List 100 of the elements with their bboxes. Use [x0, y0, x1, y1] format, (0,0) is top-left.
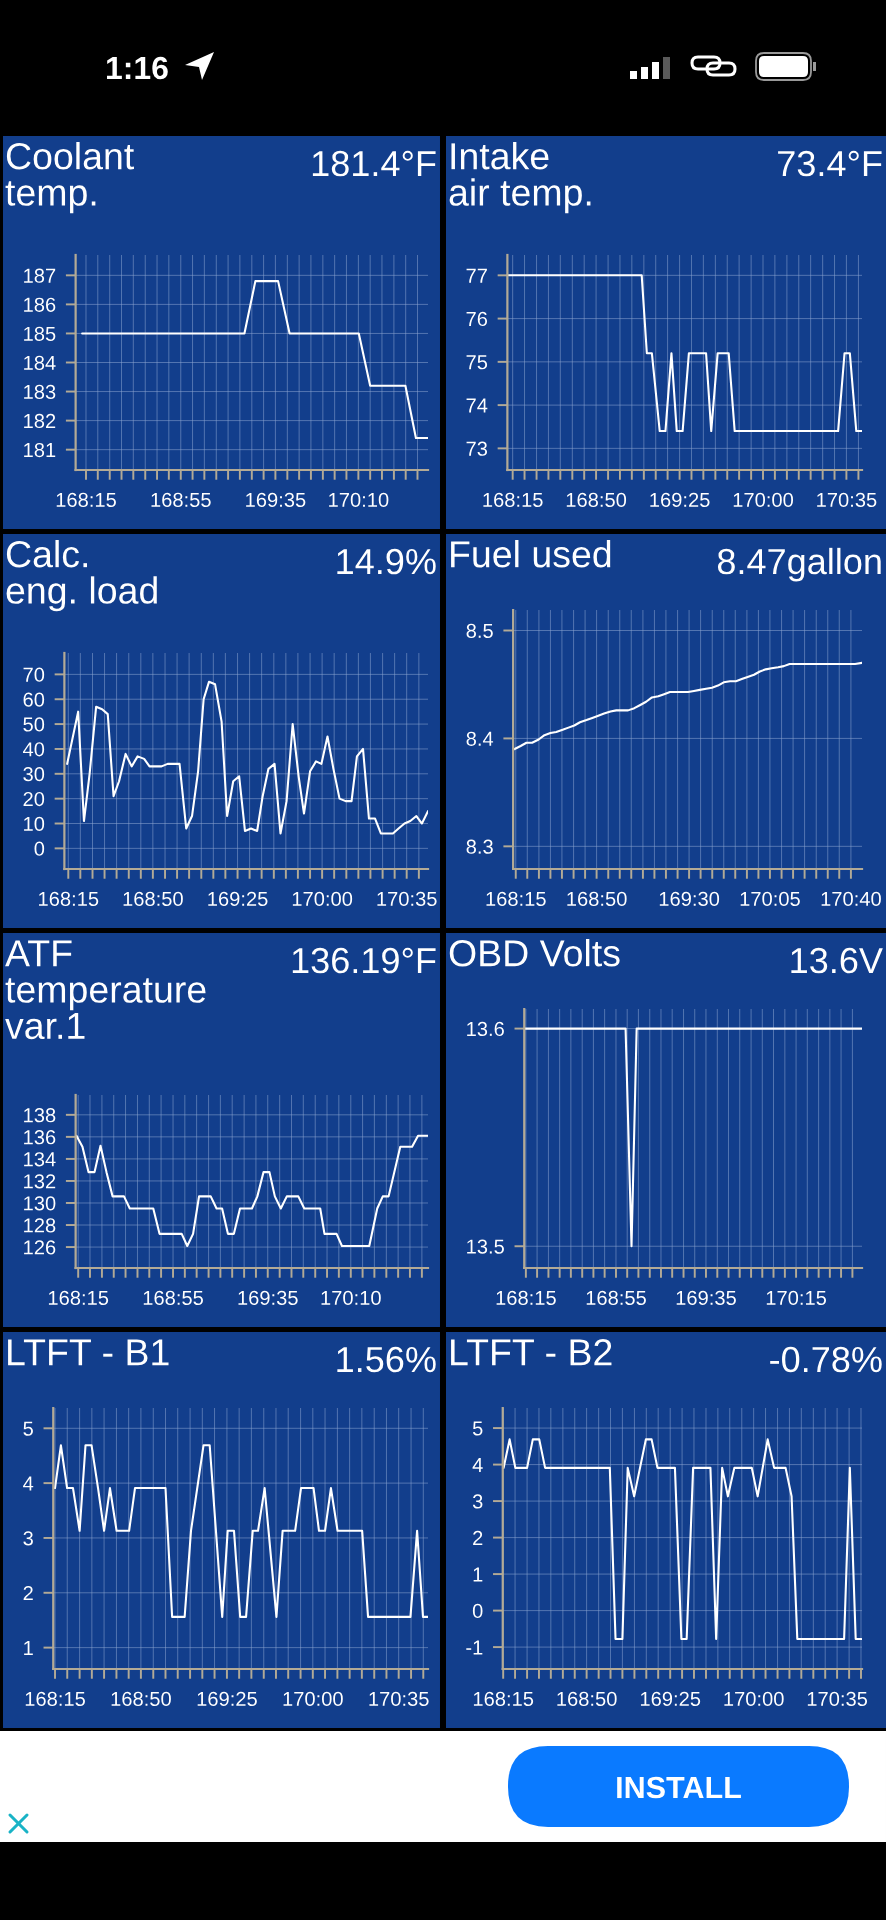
- y-tick-label: 138: [24, 1108, 56, 1123]
- y-tick-label: 8.4: [466, 731, 494, 746]
- y-tick-label: 73: [466, 441, 488, 456]
- x-tick-label: 168:15: [486, 891, 546, 907]
- x-tick-label: 170:35: [817, 492, 877, 508]
- x-tick-label: 169:25: [197, 1691, 257, 1707]
- chart-title: ATF temperature var.1: [5, 940, 206, 1040]
- line-series: [53, 1444, 428, 1618]
- x-tick-label: 169:30: [659, 891, 720, 907]
- y-tick-label: 10: [24, 816, 45, 832]
- chart-subtitle: -0.78%: [770, 1346, 882, 1373]
- y-tick-label: 13.6: [467, 1021, 504, 1037]
- text: 1:16: [107, 56, 168, 80]
- text: INSTALL: [617, 1776, 741, 1799]
- y-tick-label: 187: [24, 268, 56, 283]
- line-series: [513, 661, 862, 751]
- x-tick-label: 170:10: [321, 1290, 381, 1306]
- y-tick-label: 77: [466, 268, 487, 283]
- y-tick-label: 75: [466, 355, 488, 370]
- y-tick-label: -1: [466, 1640, 483, 1655]
- x-tick-label: 168:15: [39, 891, 99, 907]
- y-tick-label: 1: [24, 1641, 33, 1655]
- y-tick-label: 4: [472, 1458, 483, 1472]
- y-tick-label: 2: [473, 1530, 483, 1545]
- x-tick-label: 169:35: [246, 492, 306, 508]
- y-tick-label: 134: [24, 1152, 56, 1167]
- y-tick-label: 130: [24, 1196, 56, 1211]
- y-tick-label: 8.5: [466, 623, 493, 638]
- chart-title: LTFT - B1: [8, 1339, 169, 1366]
- x-tick-label: 168:15: [473, 1691, 534, 1707]
- y-tick-label: 136: [24, 1130, 56, 1145]
- y-tick-label: 5: [472, 1421, 483, 1436]
- y-tick-label: 132: [24, 1174, 56, 1189]
- x-tick-label: 170:00: [724, 1691, 784, 1707]
- x-tick-label: 169:25: [640, 1691, 701, 1707]
- chart-subtitle: 1.56%: [337, 1346, 436, 1373]
- y-tick-label: 74: [466, 398, 488, 413]
- line-series: [81, 280, 428, 440]
- x-tick-label: 170:00: [292, 891, 353, 907]
- x-tick-label: 170:05: [740, 891, 800, 907]
- chart-title: OBD Volts: [449, 939, 620, 967]
- chart-title: Intake air temp.: [449, 142, 591, 214]
- x-tick-label: 170:10: [329, 492, 389, 508]
- chart-subtitle: 181.4°F: [312, 150, 436, 177]
- x-tick-label: 168:15: [25, 1691, 85, 1707]
- y-tick-label: 8.3: [466, 839, 493, 854]
- line-series: [66, 680, 428, 835]
- y-tick-label: 50: [23, 717, 45, 732]
- x-tick-label: 168:50: [567, 891, 627, 907]
- chart-title: Coolant temp.: [5, 142, 134, 214]
- y-tick-label: 13.5: [467, 1239, 504, 1254]
- x-tick-label: 168:15: [56, 492, 116, 508]
- x-tick-label: 169:25: [650, 492, 710, 508]
- x-tick-label: 170:00: [733, 492, 794, 508]
- x-tick-label: 170:35: [377, 891, 437, 907]
- y-tick-label: 3: [23, 1531, 33, 1546]
- y-tick-label: 181: [24, 442, 56, 458]
- line-series: [75, 1134, 428, 1247]
- y-tick-label: 185: [24, 326, 56, 341]
- chart-title: Calc. eng. load: [6, 540, 157, 612]
- x-tick-label: 168:15: [483, 492, 543, 508]
- x-tick-label: 170:35: [807, 1691, 868, 1707]
- chart-subtitle: 73.4°F: [778, 150, 882, 177]
- y-tick-label: 70: [23, 667, 45, 682]
- y-tick-label: 183: [24, 384, 56, 400]
- y-tick-label: 184: [24, 355, 56, 370]
- y-tick-label: 4: [23, 1476, 34, 1491]
- x-tick-label: 168:50: [123, 891, 183, 907]
- x-tick-label: 170:00: [283, 1691, 343, 1707]
- y-tick-label: 182: [24, 413, 56, 429]
- chart-title: LTFT - B2: [451, 1338, 612, 1366]
- x-tick-label: 168:50: [566, 492, 627, 508]
- y-tick-label: 126: [24, 1240, 56, 1255]
- x-tick-label: 168:55: [151, 492, 211, 508]
- line-series: [502, 1438, 862, 1641]
- x-tick-label: 168:50: [111, 1691, 171, 1707]
- y-tick-label: 40: [22, 742, 45, 757]
- x-tick-label: 170:40: [821, 891, 881, 907]
- x-tick-label: 169:35: [238, 1290, 298, 1306]
- y-tick-label: 128: [24, 1218, 56, 1233]
- y-tick-label: 1: [473, 1567, 483, 1582]
- x-tick-label: 168:55: [143, 1290, 203, 1306]
- x-tick-label: 169:25: [208, 891, 268, 907]
- chart-subtitle: 136.19°F: [292, 947, 436, 974]
- y-tick-label: 3: [472, 1494, 483, 1509]
- chart-title: Fuel used: [451, 540, 611, 568]
- y-tick-label: 60: [23, 692, 45, 707]
- y-tick-label: 0: [472, 1603, 483, 1619]
- y-tick-label: 186: [24, 297, 56, 312]
- chart-subtitle: 14.9%: [337, 548, 436, 575]
- y-tick-label: 0: [34, 841, 45, 856]
- chart-subtitle: 8.47gallon: [717, 547, 881, 582]
- x-tick-label: 168:15: [48, 1290, 109, 1306]
- x-tick-label: 168:15: [496, 1290, 556, 1306]
- y-tick-label: 30: [23, 767, 45, 782]
- x-tick-label: 168:55: [586, 1290, 646, 1306]
- x-tick-label: 170:15: [766, 1290, 827, 1306]
- chart-subtitle: 13.6V: [791, 947, 883, 974]
- y-tick-label: 2: [23, 1586, 33, 1601]
- y-tick-label: 76: [466, 311, 488, 327]
